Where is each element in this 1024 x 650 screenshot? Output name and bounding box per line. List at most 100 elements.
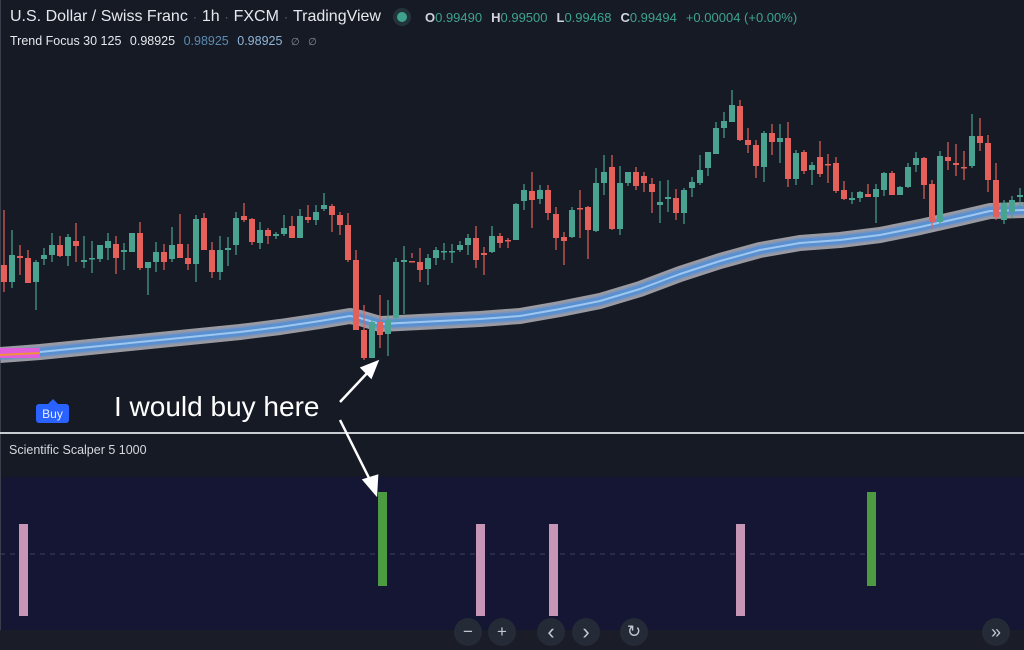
candle (449, 244, 455, 263)
candle (977, 118, 983, 151)
candle (297, 209, 303, 238)
candle (649, 178, 655, 213)
zoom-out-button[interactable]: − (454, 618, 482, 646)
indicator-value-3: 0.98925 (237, 34, 283, 48)
candle (73, 223, 79, 262)
candle (361, 305, 367, 360)
candle (97, 245, 103, 262)
candle (737, 100, 743, 141)
candle (553, 207, 559, 250)
candle (593, 168, 599, 232)
candle (897, 186, 903, 195)
candle (393, 258, 399, 322)
candle (225, 237, 231, 266)
candle (305, 205, 311, 223)
open-value: O0.99490 (424, 9, 483, 25)
chart-header: U.S. Dollar / Swiss Franc · 1h · FXCM · … (10, 8, 797, 26)
candle (785, 122, 791, 187)
go-to-latest-button[interactable]: » (982, 618, 1010, 646)
ohlc-readout: O0.99490 H0.99500 L0.99468 C0.99494 +0.0… (425, 10, 797, 25)
candle (561, 232, 567, 265)
candle (609, 155, 615, 230)
candle (849, 192, 855, 204)
candle (169, 227, 175, 262)
candlestick-series (1, 90, 1023, 360)
candle (353, 250, 359, 330)
candle (705, 152, 711, 176)
arrow-up-head-icon (359, 359, 380, 380)
scroll-left-button[interactable]: ‹ (537, 618, 565, 646)
pane-divider[interactable] (0, 432, 1024, 434)
candle (473, 226, 479, 268)
candle (841, 181, 847, 200)
candle (265, 228, 271, 244)
candle (801, 150, 807, 174)
candle (145, 262, 151, 295)
candle (641, 172, 647, 192)
candle (881, 172, 887, 196)
candle (217, 236, 223, 280)
candle (17, 245, 23, 275)
candle (657, 181, 663, 223)
zoom-in-button[interactable]: + (488, 618, 516, 646)
high-value: H0.99500 (491, 9, 548, 25)
candle (601, 155, 607, 195)
candle (761, 131, 767, 182)
candle (193, 215, 199, 282)
candle (617, 166, 623, 235)
candle (913, 152, 919, 172)
candle (825, 154, 831, 183)
candle (529, 172, 535, 228)
candle (585, 206, 591, 259)
candle (985, 135, 991, 192)
candle (417, 248, 423, 282)
candle (513, 203, 519, 240)
indicator-value-1: 0.98925 (129, 34, 176, 48)
buy-marker-label: Buy (42, 406, 63, 421)
candle (65, 234, 71, 266)
candle (673, 189, 679, 220)
source-label: TradingView (292, 8, 381, 25)
indicator-legend[interactable]: Trend Focus 30 125 0.98925 0.98925 0.989… (10, 34, 322, 48)
scroll-right-button[interactable]: › (572, 618, 600, 646)
candle (745, 128, 751, 153)
symbol-title[interactable]: U.S. Dollar / Swiss Franc (10, 8, 188, 25)
candle (57, 236, 63, 257)
candle (793, 150, 799, 185)
neutral-signal-bar (19, 524, 28, 616)
separator-dot: · (192, 10, 197, 24)
candle (337, 212, 343, 235)
buy-signal-marker[interactable]: Buy (36, 399, 69, 423)
candle (161, 244, 167, 270)
candle (1001, 200, 1007, 224)
candle (441, 243, 447, 260)
candle (321, 193, 327, 211)
neutral-signal-bar (549, 524, 558, 616)
candle (993, 163, 999, 220)
candle (873, 184, 879, 223)
candle (937, 151, 943, 224)
interval-label[interactable]: 1h (201, 8, 220, 25)
arrow-down-head-icon (361, 474, 379, 498)
candle (729, 90, 735, 122)
candle (961, 151, 967, 180)
candle (465, 234, 471, 255)
reset-chart-button[interactable]: ↻ (620, 618, 648, 646)
candle (777, 124, 783, 163)
candle (857, 191, 863, 202)
lower-pane-label[interactable]: Scientific Scalper 5 1000 (9, 443, 147, 457)
indicator-na-icon: ∅ (290, 37, 300, 48)
change-value: +0.00004 (+0.00%) (685, 9, 798, 25)
candle (369, 320, 375, 358)
candle (1009, 196, 1015, 218)
annotation-arrows (338, 359, 380, 498)
candle (433, 247, 439, 265)
candle (545, 185, 551, 220)
candle (113, 236, 119, 274)
candle (505, 238, 511, 248)
candle (345, 213, 351, 262)
separator-dot: · (283, 10, 288, 24)
candle (905, 163, 911, 188)
candle (817, 141, 823, 177)
